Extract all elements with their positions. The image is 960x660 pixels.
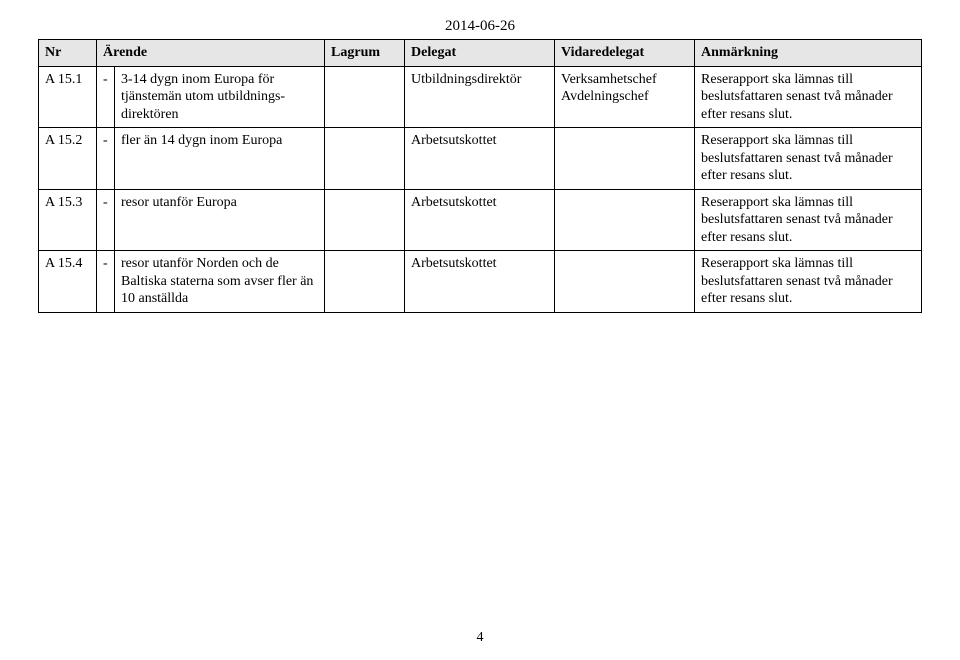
cell-nr: A 15.2 bbox=[39, 128, 97, 190]
cell-anmarkning: Reserapport ska lämnas till beslutsfatta… bbox=[695, 251, 922, 313]
cell-lagrum bbox=[325, 128, 405, 190]
table-row: A 15.4 - resor utanför Norden och de Bal… bbox=[39, 251, 922, 313]
cell-lagrum bbox=[325, 66, 405, 128]
table-header-row: Nr Ärende Lagrum Delegat Vidaredelegat A… bbox=[39, 40, 922, 67]
header-nr: Nr bbox=[39, 40, 97, 67]
cell-anmarkning: Reserapport ska lämnas till beslutsfatta… bbox=[695, 128, 922, 190]
table-row: A 15.3 - resor utanför Europa Arbetsutsk… bbox=[39, 189, 922, 251]
cell-nr: A 15.4 bbox=[39, 251, 97, 313]
cell-anmarkning: Reserapport ska lämnas till beslutsfatta… bbox=[695, 66, 922, 128]
page-number: 4 bbox=[0, 630, 960, 646]
cell-delegat: Arbetsutskottet bbox=[405, 189, 555, 251]
cell-vidaredelegat bbox=[555, 128, 695, 190]
header-anmarkning: Anmärkning bbox=[695, 40, 922, 67]
cell-arende: fler än 14 dygn inom Europa bbox=[115, 128, 325, 190]
cell-delegat: Utbildningsdirektör bbox=[405, 66, 555, 128]
cell-dash: - bbox=[97, 128, 115, 190]
cell-dash: - bbox=[97, 66, 115, 128]
cell-delegat: Arbetsutskottet bbox=[405, 251, 555, 313]
cell-anmarkning: Reserapport ska lämnas till beslutsfatta… bbox=[695, 189, 922, 251]
cell-arende: resor utanför Norden och de Baltiska sta… bbox=[115, 251, 325, 313]
header-vidaredelegat: Vidaredelegat bbox=[555, 40, 695, 67]
cell-arende: resor utanför Europa bbox=[115, 189, 325, 251]
cell-vidaredelegat: Verksamhetschef Avdelningschef bbox=[555, 66, 695, 128]
cell-arende: 3-14 dygn inom Europa för tjänstemän uto… bbox=[115, 66, 325, 128]
cell-delegat: Arbetsutskottet bbox=[405, 128, 555, 190]
cell-vidaredelegat bbox=[555, 251, 695, 313]
header-lagrum: Lagrum bbox=[325, 40, 405, 67]
table-row: A 15.2 - fler än 14 dygn inom Europa Arb… bbox=[39, 128, 922, 190]
cell-dash: - bbox=[97, 189, 115, 251]
document-date: 2014-06-26 bbox=[38, 18, 922, 35]
cell-lagrum bbox=[325, 251, 405, 313]
header-delegat: Delegat bbox=[405, 40, 555, 67]
cell-dash: - bbox=[97, 251, 115, 313]
cell-nr: A 15.1 bbox=[39, 66, 97, 128]
cell-vidaredelegat bbox=[555, 189, 695, 251]
page: 2014-06-26 Nr Ärende Lagrum Delegat Vida… bbox=[0, 0, 960, 660]
header-arende: Ärende bbox=[97, 40, 325, 67]
cell-nr: A 15.3 bbox=[39, 189, 97, 251]
table-row: A 15.1 - 3-14 dygn inom Europa för tjäns… bbox=[39, 66, 922, 128]
cell-lagrum bbox=[325, 189, 405, 251]
delegation-table: Nr Ärende Lagrum Delegat Vidaredelegat A… bbox=[38, 39, 922, 313]
